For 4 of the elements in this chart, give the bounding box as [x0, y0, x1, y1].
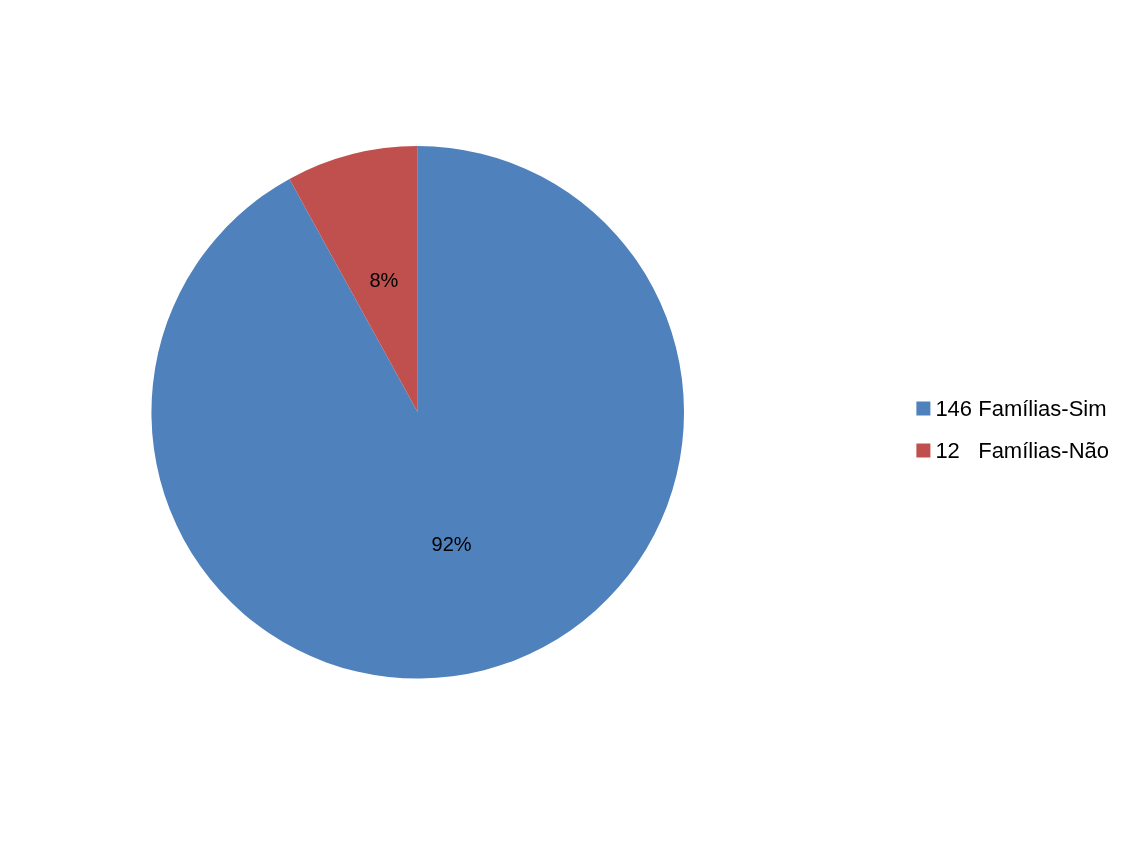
data-label: 92%: [431, 533, 472, 556]
legend-label: 12 Famílias-Não: [935, 438, 1110, 463]
legend-label: 146 Famílias-Sim: [935, 396, 1107, 421]
data-label: 8%: [369, 269, 399, 292]
